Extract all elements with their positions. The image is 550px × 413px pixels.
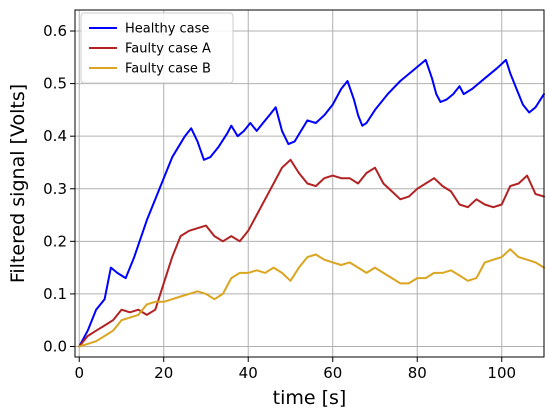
x-axis-title: time [s] [273,387,347,409]
y-tick-label: 0.4 [43,127,67,145]
series-line-faulty-case-a [78,158,545,348]
y-tick-label: 0.6 [43,22,67,40]
axis-ticks: 0 20 40 60 80 100 0.0 0.1 0.2 0.3 0.4 0.5 0.6 [43,22,516,382]
y-tick-label: 0.5 [43,75,67,93]
legend: Healthy case Faulty case A Faulty case B [80,12,234,84]
x-tick-label: 100 [487,364,516,382]
legend-label: Faulty case A [125,42,211,57]
x-tick-label: 40 [239,364,258,382]
legend-label: Healthy case [125,22,209,37]
x-tick-label: 60 [323,364,342,382]
x-tick-label: 0 [74,364,84,382]
plot-frame [74,9,545,358]
y-axis-title: Filtered signal [Volts] [7,84,29,283]
series-line-faulty-case-b [78,248,545,348]
y-tick-label: 0.2 [43,232,67,250]
legend-entries: Healthy case Faulty case A Faulty case B [89,22,211,77]
x-tick-label: 20 [154,364,173,382]
x-tick-label: 80 [408,364,427,382]
grid-lines [75,10,544,357]
legend-box [80,12,234,84]
data-series [78,58,545,348]
y-tick-label: 0.0 [43,337,67,355]
y-tick-label: 0.1 [43,285,67,303]
series-line-healthy-case [78,58,545,348]
legend-label: Faulty case B [125,62,211,77]
y-tick-label: 0.3 [43,180,67,198]
